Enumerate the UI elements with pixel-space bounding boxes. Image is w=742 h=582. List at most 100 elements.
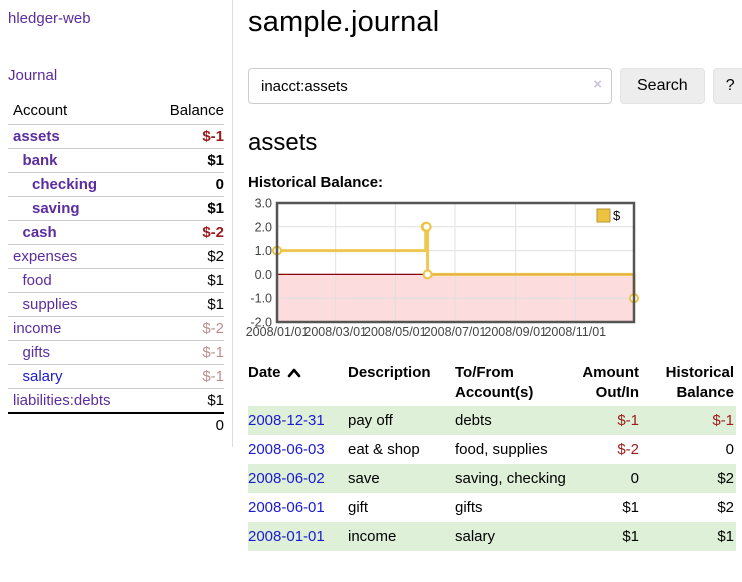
register-row: 2008-06-02 save saving, checking 0 $2 [248,463,736,493]
help-button[interactable]: ? [712,68,742,104]
transaction-description: gift [348,498,369,516]
account-balance: $2 [207,248,224,265]
sort-ascending-icon [287,364,301,384]
account-row: gifts $-1 [8,340,224,365]
account-balance: $1 [207,200,224,217]
svg-text:3.0: 3.0 [255,197,272,211]
transaction-description: income [348,527,397,545]
register-table: Date Description To/From Account(s) Amou… [248,361,736,551]
register-col-date[interactable]: Date [248,361,348,406]
search-input[interactable] [248,68,612,104]
account-balance: $-2 [202,320,224,337]
account-balance: $1 [207,272,224,289]
account-link-salary[interactable]: salary [22,368,63,385]
account-link-food[interactable]: food [22,272,52,289]
accounts-table: Account Balance assets $-1 bank $1 checking 0… [8,99,224,437]
svg-text:2008/11/01: 2008/11/01 [544,325,606,339]
account-balance: 0 [215,176,224,193]
register-row: 2008-06-03 eat & shop food, supplies $-2 0 [248,435,736,464]
register-col-amount[interactable]: Amount Out/In [582,364,639,402]
svg-text:$: $ [613,208,621,223]
account-link-liabilities-debts[interactable]: liabilities:debts [13,392,111,409]
account-link-saving[interactable]: saving [32,200,80,217]
account-balance: $1 [207,152,224,169]
transaction-amount: $1 [622,498,639,516]
account-row: supplies $1 [8,292,224,317]
accounts-total-row: 0 [8,412,224,437]
register-row: 2008-06-01 gift gifts $1 $2 [248,493,736,522]
svg-text:2.0: 2.0 [255,220,272,234]
account-link-gifts[interactable]: gifts [22,344,51,361]
transaction-balance: 0 [725,440,734,458]
register-header-row: Date Description To/From Account(s) Amou… [248,361,736,406]
transaction-balance: $-1 [712,411,734,429]
accounts-header-row: Account Balance [8,99,224,125]
transaction-balance: $1 [717,527,734,545]
account-row: checking 0 [8,172,224,197]
search-form: × Search ? [248,68,742,104]
transaction-accounts: food, supplies [455,440,548,458]
transaction-balance: $2 [717,498,734,516]
account-balance: $-1 [202,344,224,361]
account-row: liabilities:debts $1 [8,388,224,414]
sidebar: hledger-web Journal Account Balance asse… [0,0,233,447]
register-col-description[interactable]: Description [348,364,431,381]
nav-journal-link[interactable]: Journal [8,67,58,84]
page: hledger-web Journal Account Balance asse… [0,0,742,551]
svg-text:2008/07/01: 2008/07/01 [424,325,487,339]
account-link-supplies[interactable]: supplies [22,296,78,313]
account-balance: $1 [207,296,224,313]
transaction-accounts: saving, checking [455,469,566,487]
svg-text:2008/01/01: 2008/01/01 [246,325,309,339]
account-link-assets[interactable]: assets [13,128,60,145]
account-row: cash $-2 [8,220,224,245]
account-link-expenses[interactable]: expenses [13,248,78,265]
register-row: 2008-01-01 income salary $1 $1 [248,521,736,551]
account-link-bank[interactable]: bank [22,152,58,169]
transaction-date-link[interactable]: 2008-06-01 [248,498,325,516]
account-link-cash[interactable]: cash [22,224,57,241]
account-link-checking[interactable]: checking [32,176,98,193]
account-balance: $1 [207,392,224,409]
main-panel: sample.journal × Search ? assets Histori… [233,0,742,551]
transaction-amount: $-1 [617,411,639,429]
accounts-col-balance: Balance [169,102,224,119]
account-balance: $-1 [202,128,224,145]
balance-chart[interactable]: $3.0 2.0 1.0 0.0 -1.0 -2.0 2008/01/01 2008/03/0… [245,196,742,349]
search-box: × [248,68,612,104]
brand-link[interactable]: hledger-web [8,10,91,27]
search-button[interactable]: Search [620,68,705,104]
transaction-date-link[interactable]: 2008-01-01 [248,527,325,545]
accounts-col-account: Account [13,102,68,119]
register-col-accounts[interactable]: To/From Account(s) [455,364,534,402]
transaction-description: eat & shop [348,440,420,458]
register-row: 2008-12-31 pay off debts $-1 $-1 [248,405,736,435]
transaction-balance: $2 [717,469,734,487]
transaction-accounts: gifts [455,498,483,516]
account-row: food $1 [8,268,224,293]
transaction-date-link[interactable]: 2008-06-03 [248,440,325,458]
clear-search-icon[interactable]: × [593,76,602,93]
account-row: income $-2 [8,316,224,341]
transaction-amount: 0 [630,469,639,487]
transaction-accounts: salary [455,527,496,545]
account-heading: assets [248,129,318,156]
svg-text:-2.0: -2.0 [250,316,272,330]
chart-title: Historical Balance: [248,174,384,191]
transaction-date-link[interactable]: 2008-12-31 [248,411,325,429]
svg-text:2008/03/01: 2008/03/01 [304,325,367,339]
transaction-amount: $1 [622,527,639,545]
svg-text:1.0: 1.0 [255,244,272,258]
account-balance: $-1 [202,368,224,385]
transaction-description: save [348,469,380,487]
transaction-accounts: debts [455,411,492,429]
transaction-description: pay off [348,411,393,429]
account-balance: $-2 [202,224,224,241]
transaction-date-link[interactable]: 2008-06-02 [248,469,325,487]
svg-text:2008/05/01: 2008/05/01 [364,325,427,339]
accounts-total-value: 0 [144,412,224,437]
register-col-balance[interactable]: Historical Balance [665,364,734,402]
account-row: saving $1 [8,196,224,221]
account-row: salary $-1 [8,364,224,389]
account-link-income[interactable]: income [13,320,62,337]
